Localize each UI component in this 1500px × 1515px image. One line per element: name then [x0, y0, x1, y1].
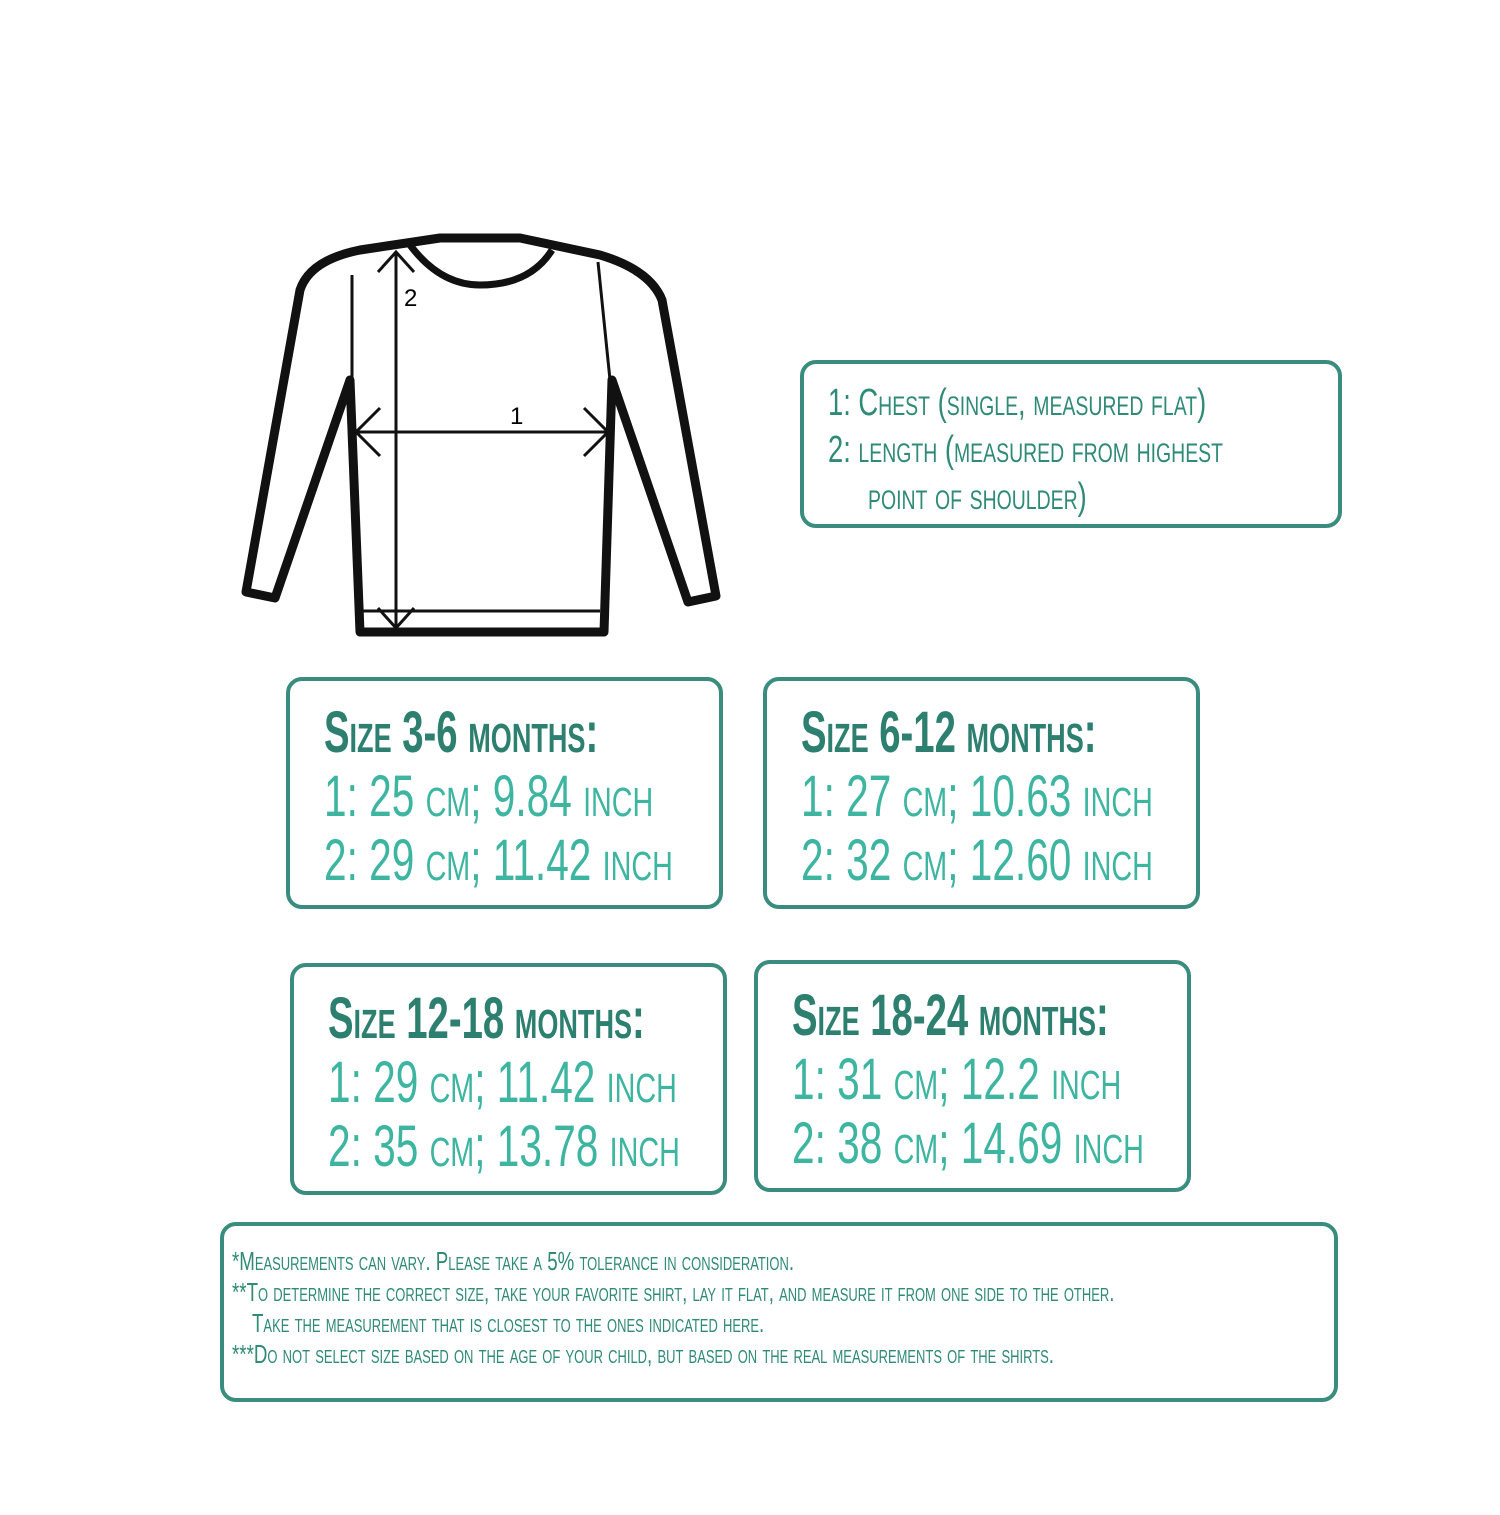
size-card-12-18: Size 12-18 months: 1: 29 cm; 11.42 inch …	[290, 963, 727, 1195]
size-title: Size 12-18 months:	[328, 986, 645, 1051]
size-card-3-6: Size 3-6 months: 1: 25 cm; 9.84 inch 2: …	[286, 677, 723, 909]
notes-box: *Measurements can vary. Please take a 5%…	[220, 1222, 1338, 1402]
size-length: 2: 32 cm; 12.60 inch	[801, 828, 1153, 893]
size-chest: 1: 27 cm; 10.63 inch	[801, 764, 1153, 829]
sweater-diagram: 2 1	[241, 233, 721, 637]
note-tolerance: *Measurements can vary. Please take a 5%…	[232, 1246, 795, 1276]
sweater-outline	[241, 233, 721, 637]
size-card-6-12: Size 6-12 months: 1: 27 cm; 10.63 inch 2…	[763, 677, 1200, 909]
size-length: 2: 35 cm; 13.78 inch	[328, 1114, 680, 1179]
legend-length-cont: point of shoulder)	[868, 476, 1087, 518]
note-how-to-measure-cont: Take the measurement that is closest to …	[252, 1308, 765, 1338]
size-chest: 1: 29 cm; 11.42 inch	[328, 1050, 677, 1115]
size-length: 2: 29 cm; 11.42 inch	[324, 828, 673, 893]
size-length: 2: 38 cm; 14.69 inch	[792, 1111, 1144, 1176]
size-chest: 1: 31 cm; 12.2 inch	[792, 1047, 1122, 1112]
marker-chest: 1	[510, 403, 523, 430]
size-title: Size 18-24 months:	[792, 983, 1109, 1048]
size-card-18-24: Size 18-24 months: 1: 31 cm; 12.2 inch 2…	[754, 960, 1191, 1192]
measure-lines	[350, 249, 612, 631]
size-title: Size 3-6 months:	[324, 700, 599, 765]
legend-length: 2: length (measured from highest	[828, 429, 1223, 471]
legend-box: 1: Chest (single, measured flat) 2: leng…	[800, 360, 1342, 528]
note-how-to-measure: **To determine the correct size, take yo…	[232, 1277, 1115, 1307]
legend-chest: 1: Chest (single, measured flat)	[828, 382, 1207, 424]
marker-length: 2	[404, 285, 417, 312]
size-title: Size 6-12 months:	[801, 700, 1097, 765]
size-chest: 1: 25 cm; 9.84 inch	[324, 764, 654, 829]
note-age: ***Do not select size based on the age o…	[232, 1339, 1054, 1369]
